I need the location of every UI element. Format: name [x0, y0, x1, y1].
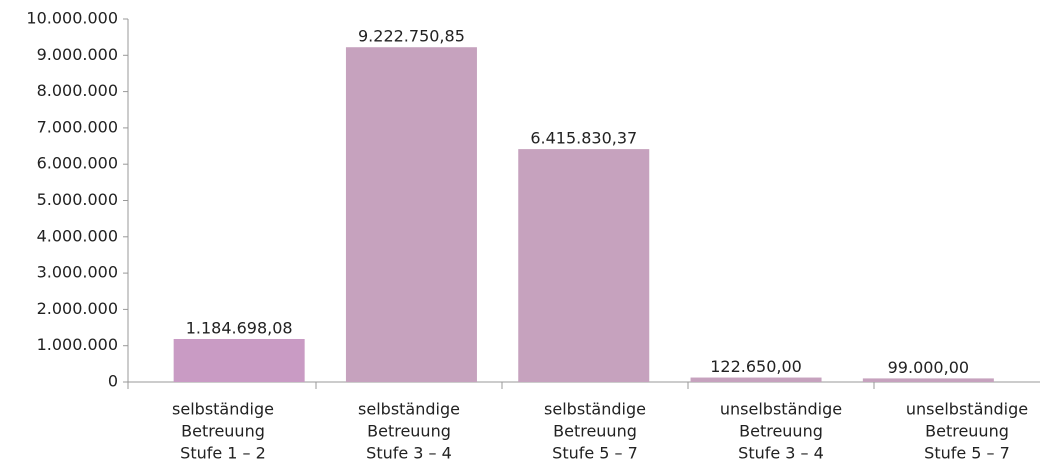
x-tick-label: Betreuung	[181, 422, 265, 441]
x-tick-label: Betreuung	[367, 422, 451, 441]
value-label: 99.000,00	[888, 358, 969, 377]
value-label: 6.415.830,37	[530, 129, 637, 148]
x-tick-label: Betreuung	[739, 422, 823, 441]
bar	[518, 149, 650, 382]
value-label: 122.650,00	[710, 357, 802, 376]
y-tick-label: 1.000.000	[37, 335, 118, 354]
x-tick-label: Stufe 1 – 2	[180, 444, 266, 463]
x-tick-label: selbständige	[358, 400, 460, 419]
x-tick-label: unselbständige	[906, 400, 1028, 419]
value-label: 1.184.698,08	[186, 318, 293, 337]
y-tick-label: 7.000.000	[37, 117, 118, 136]
x-tick-label: selbständige	[172, 400, 274, 419]
bar	[690, 377, 822, 382]
y-tick-label: 6.000.000	[37, 154, 118, 173]
x-tick-label: selbständige	[544, 400, 646, 419]
y-tick-label: 10.000.000	[26, 9, 118, 28]
y-tick-label: 8.000.000	[37, 81, 118, 100]
value-label: 9.222.750,85	[358, 27, 465, 46]
bar	[173, 338, 305, 382]
y-tick-label: 0	[108, 372, 118, 391]
x-tick-label: Stufe 5 – 7	[552, 444, 638, 463]
y-tick-label: 4.000.000	[37, 226, 118, 245]
bar	[345, 47, 477, 383]
x-tick-label: Stufe 3 – 4	[738, 444, 824, 463]
x-tick-label: Betreuung	[553, 422, 637, 441]
bar	[862, 378, 994, 382]
y-tick-label: 3.000.000	[37, 263, 118, 282]
x-tick-label: Stufe 5 – 7	[924, 444, 1010, 463]
y-tick-label: 9.000.000	[37, 45, 118, 64]
y-tick-label: 2.000.000	[37, 299, 118, 318]
x-tick-label: Betreuung	[925, 422, 1009, 441]
x-tick-label: unselbständige	[720, 400, 842, 419]
x-tick-label: Stufe 3 – 4	[366, 444, 452, 463]
y-tick-label: 5.000.000	[37, 190, 118, 209]
